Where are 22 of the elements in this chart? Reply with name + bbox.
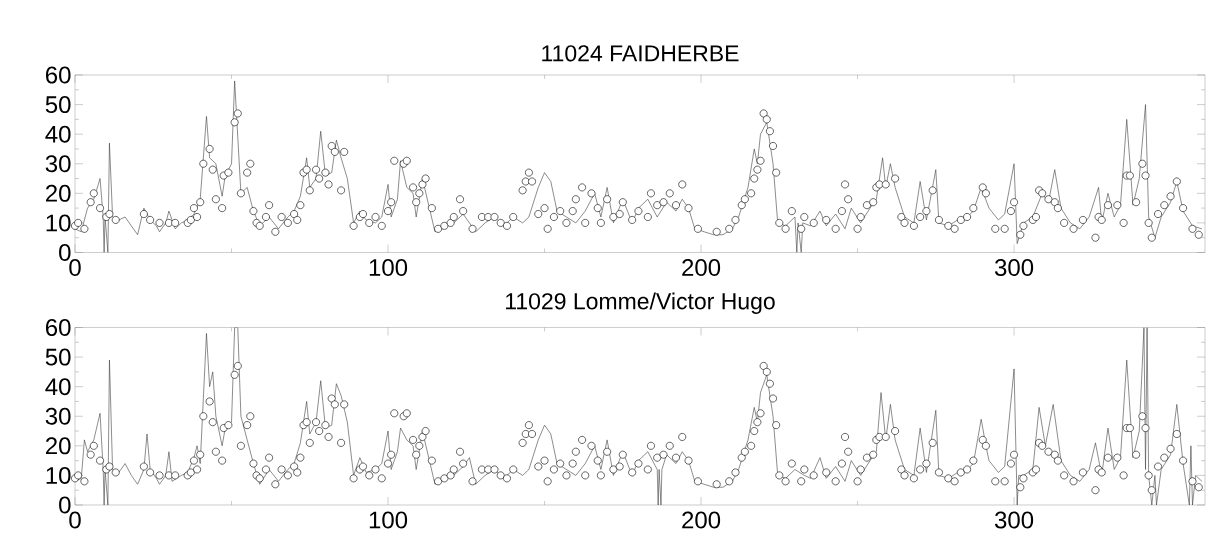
x-tick-label: 200 xyxy=(682,259,721,277)
y-tick-label: 60 xyxy=(46,319,71,336)
y-tick-label: 30 xyxy=(45,407,71,425)
chart-title: 11029 Lomme/Victor Hugo xyxy=(506,292,775,314)
y-tick-label: 40 xyxy=(45,125,71,143)
y-tick-label: 0 xyxy=(59,244,71,261)
x-tick-label: 300 xyxy=(994,259,1034,277)
y-tick-label: 10 xyxy=(46,214,71,232)
x-tick-label: 200 xyxy=(682,511,721,529)
y-tick-label: 40 xyxy=(45,378,71,396)
y-tick-label: 20 xyxy=(45,184,71,202)
x-tick-label: 300 xyxy=(994,511,1034,529)
y-tick-label: 50 xyxy=(45,96,71,114)
y-tick-label: 50 xyxy=(45,348,71,366)
y-tick-label: 30 xyxy=(45,155,71,173)
y-tick-label: 60 xyxy=(46,66,71,84)
y-tick-label: 0 xyxy=(59,496,71,514)
chart-title: 11024 FAIDHERBE xyxy=(542,45,739,62)
x-tick-label: 100 xyxy=(369,259,408,277)
y-tick-label: 10 xyxy=(46,466,71,484)
y-tick-label: 20 xyxy=(45,437,71,455)
x-tick-label: 100 xyxy=(369,511,408,529)
